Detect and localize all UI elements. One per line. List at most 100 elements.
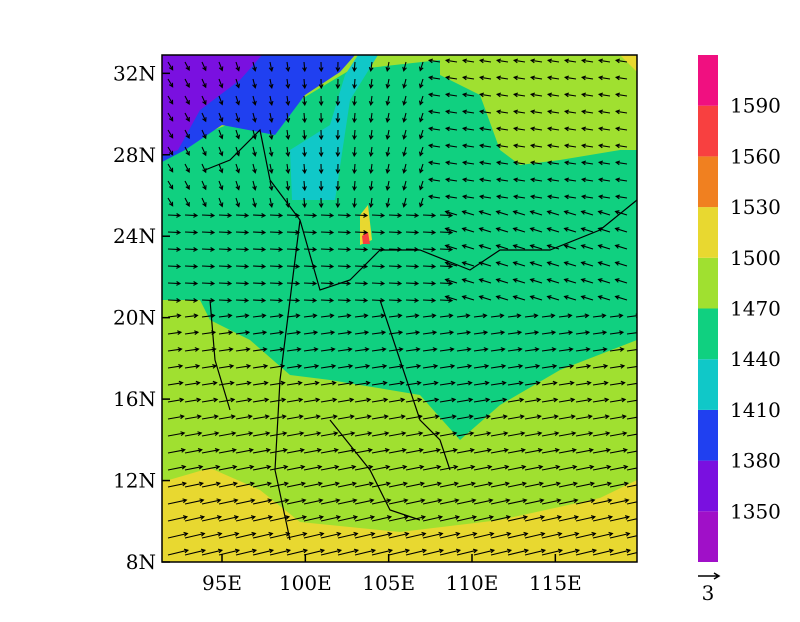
arrow xyxy=(184,230,199,235)
arrow xyxy=(507,313,522,319)
arrow xyxy=(320,515,342,522)
arrow xyxy=(563,261,577,267)
arrow xyxy=(201,363,218,369)
arrow xyxy=(439,448,458,454)
y-tick-label: 8N xyxy=(126,550,156,574)
arrow xyxy=(427,177,441,183)
arrow xyxy=(461,194,475,200)
arrow xyxy=(456,347,472,352)
arrow xyxy=(385,129,391,140)
arrow xyxy=(609,363,626,369)
arrow xyxy=(444,75,458,81)
arrow xyxy=(507,515,529,522)
y-tick-label: 28N xyxy=(113,143,156,167)
arrow xyxy=(385,95,391,106)
arrow xyxy=(614,143,628,149)
arrow xyxy=(558,464,578,471)
arrow xyxy=(473,531,495,539)
arrow xyxy=(402,95,407,106)
arrow xyxy=(444,227,458,233)
arrow xyxy=(184,78,190,88)
arrow xyxy=(478,75,492,81)
arrow xyxy=(269,481,289,488)
arrow xyxy=(580,244,594,250)
arrow xyxy=(580,109,594,115)
arrow xyxy=(473,431,492,437)
arrow xyxy=(167,78,174,88)
arrow xyxy=(490,380,507,386)
arrow xyxy=(580,160,594,166)
arrow xyxy=(456,515,478,522)
arrow xyxy=(303,213,318,218)
colorbar-box xyxy=(698,409,718,461)
arrow xyxy=(609,414,627,420)
arrow xyxy=(563,143,577,149)
arrow xyxy=(490,330,506,336)
arrow xyxy=(235,548,258,556)
arrow xyxy=(456,498,477,505)
arrow xyxy=(512,143,526,149)
arrow xyxy=(354,380,371,386)
arrow xyxy=(422,481,442,488)
arrow xyxy=(512,227,526,233)
arrow xyxy=(184,61,190,71)
arrow xyxy=(405,448,424,454)
arrow xyxy=(303,264,318,269)
arrow xyxy=(388,531,410,539)
arrow xyxy=(614,126,628,132)
arrow xyxy=(184,197,190,207)
arrow xyxy=(507,363,524,369)
arrow xyxy=(218,313,233,319)
arrow xyxy=(507,548,530,556)
arrow xyxy=(201,146,207,157)
arrow xyxy=(456,481,476,488)
arrow xyxy=(320,347,336,352)
arrow xyxy=(422,264,437,269)
arrow xyxy=(388,464,408,471)
arrow xyxy=(439,414,457,420)
arrow xyxy=(575,347,591,352)
arrow xyxy=(422,414,440,420)
arrow xyxy=(352,112,357,124)
arrow xyxy=(371,515,393,522)
arrow xyxy=(418,129,424,140)
arrow xyxy=(422,380,439,386)
arrow xyxy=(218,61,224,72)
arrow xyxy=(558,347,574,352)
arrow xyxy=(418,146,424,157)
arrow xyxy=(218,213,233,218)
axes: 95E 100E 105E 110E 115E 8N 12N 16N 20N 24N 28N 32N xyxy=(113,61,582,595)
arrow xyxy=(354,481,374,488)
arrow xyxy=(235,95,241,106)
arrow xyxy=(235,78,241,89)
arrow xyxy=(371,380,388,386)
arrow xyxy=(318,146,324,158)
arrow xyxy=(558,481,578,488)
arrow xyxy=(268,78,274,89)
arrow xyxy=(337,414,355,420)
arrow xyxy=(337,281,352,286)
arrow xyxy=(303,247,318,252)
arrow xyxy=(235,281,250,286)
arrow xyxy=(626,484,637,488)
arrow xyxy=(490,481,510,488)
arrow xyxy=(335,129,341,141)
arrow xyxy=(252,431,271,437)
arrow xyxy=(575,431,594,437)
colorbar-label: 1410 xyxy=(730,398,781,422)
arrow xyxy=(201,230,216,235)
arrow xyxy=(614,261,628,267)
arrow xyxy=(218,448,237,454)
arrow xyxy=(478,58,492,64)
arrow xyxy=(580,210,594,216)
arrow xyxy=(402,197,407,208)
arrow xyxy=(235,213,250,218)
arrow xyxy=(546,177,560,183)
arrow xyxy=(218,230,233,235)
colorbar: 1350 1380 1410 1440 1470 1500 1530 1560 1590 3 xyxy=(698,55,781,605)
arrow xyxy=(184,298,199,303)
arrow xyxy=(269,464,289,471)
arrow xyxy=(405,298,420,303)
arrow xyxy=(405,363,422,369)
arrow xyxy=(318,180,324,192)
